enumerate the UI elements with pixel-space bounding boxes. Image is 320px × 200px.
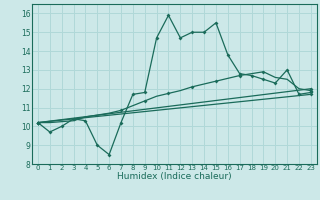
X-axis label: Humidex (Indice chaleur): Humidex (Indice chaleur) [117,172,232,181]
